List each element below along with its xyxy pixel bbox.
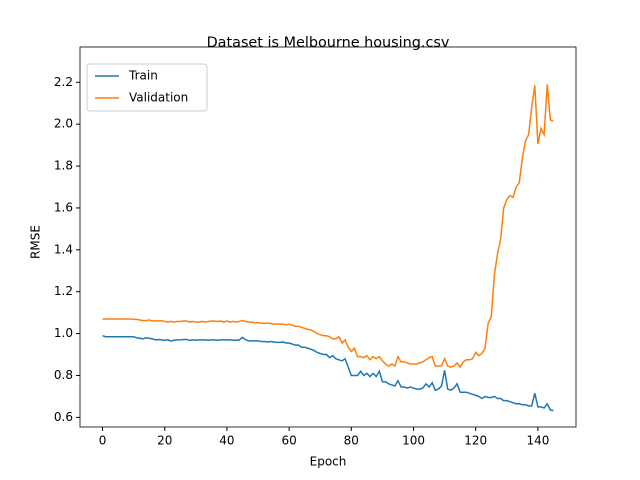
y-tick-label: 1.4: [54, 242, 73, 256]
y-tick-label: 1.2: [54, 284, 73, 298]
y-tick-label: 1.8: [54, 159, 73, 173]
chart-title: Dataset is Melbourne housing.csv: [207, 35, 450, 51]
data-line: [102, 84, 554, 369]
x-tick-label: 0: [99, 434, 107, 448]
x-tick-label: 80: [344, 434, 359, 448]
x-axis-label: Epoch: [310, 455, 347, 469]
x-tick-label: 120: [464, 434, 487, 448]
x-tick-label: 40: [219, 434, 234, 448]
y-tick-label: 2.0: [54, 117, 73, 131]
y-axis-label: RMSE: [29, 225, 43, 259]
x-tick-label: 100: [402, 434, 425, 448]
y-tick-label: 1.0: [54, 326, 73, 340]
x-tick-label: 60: [281, 434, 296, 448]
y-tick-label: 0.8: [54, 368, 73, 382]
x-tick-label: 140: [526, 434, 549, 448]
plot-frame: [79, 46, 577, 428]
x-tick-label: 20: [157, 434, 172, 448]
legend-label: Train: [128, 69, 158, 83]
y-tick-label: 2.2: [54, 75, 73, 89]
y-tick-label: 0.6: [54, 410, 73, 424]
data-line: [102, 334, 554, 412]
y-tick-label: 1.6: [54, 200, 73, 214]
legend-label: Validation: [129, 91, 188, 105]
